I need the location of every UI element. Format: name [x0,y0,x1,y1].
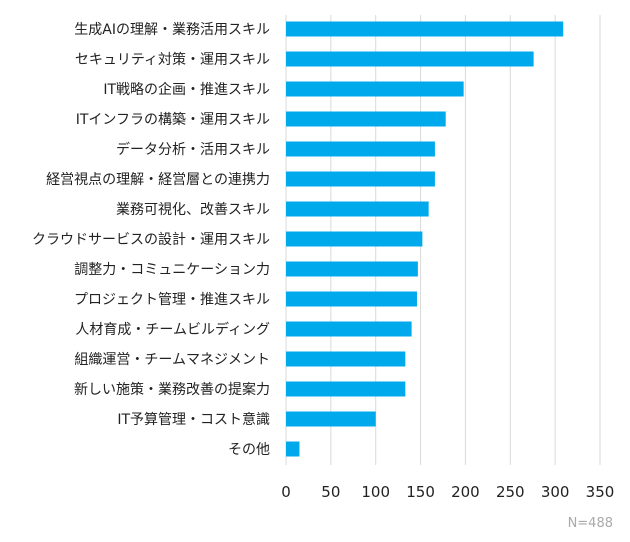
bars [286,21,564,457]
bar [286,141,435,157]
x-tick-labels: 0 50 100 150 200 250 300 350 [281,483,614,501]
bar [286,441,300,457]
x-tick-label: 50 [321,483,340,501]
bar [286,411,376,427]
category-label: その他 [228,442,270,458]
x-tick-label: 150 [406,483,435,501]
bar [286,81,464,97]
category-label: プロジェクト管理・推進スキル [74,292,270,308]
x-tick-label: 200 [451,483,480,501]
category-label: セキュリティ対策・運用スキル [75,51,270,68]
x-tick-label: 300 [541,483,570,501]
x-tick-label: 100 [361,483,390,501]
category-label: 人材育成・チームビルディング [75,321,270,338]
x-tick-label: 0 [281,483,291,501]
bar [286,111,446,127]
category-label: データ分析・活用スキル [116,141,270,158]
bar [286,351,406,367]
bar [286,21,564,37]
category-label: クラウドサービスの設計・運用スキル [32,232,270,248]
bar [286,231,423,247]
bar [286,291,417,307]
category-label: 生成AIの理解・業務活用スキル [74,22,270,38]
category-label: 新しい施策・業務改善の提案力 [74,381,270,398]
x-tick-label: 350 [586,483,615,501]
category-label: 組織運営・チームマネジメント [74,352,270,368]
sample-size-note: N=488 [568,516,613,531]
category-label: IT戦略の企画・推進スキル [103,81,270,98]
bar [286,261,418,277]
bar [286,201,429,217]
bar [286,171,435,187]
x-tick-label: 250 [496,483,525,501]
category-label: IT予算管理・コスト意識 [117,411,270,428]
bar [286,51,534,67]
category-label: 経営視点の理解・経営層との連携力 [46,172,270,188]
bar [286,381,406,397]
category-label: 業務可視化、改善スキル [116,202,270,218]
bar [286,321,412,337]
category-label: ITインフラの構築・運用スキル [76,112,270,128]
category-label: 調整力・コミュニケーション力 [74,262,270,278]
